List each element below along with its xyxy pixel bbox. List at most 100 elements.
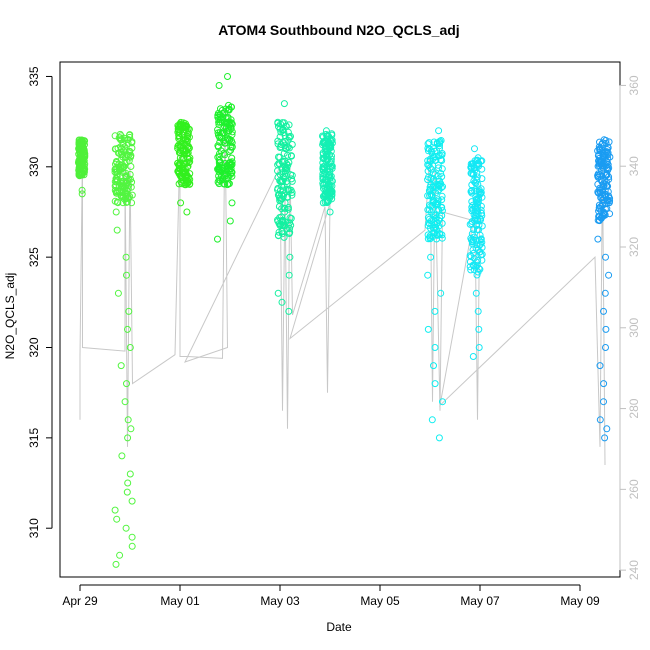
data-point — [468, 240, 476, 248]
data-point — [280, 221, 288, 229]
data-point — [276, 125, 284, 133]
data-point — [123, 158, 131, 166]
series-5 — [274, 100, 296, 315]
data-point — [112, 188, 120, 196]
x-tick-label: May 09 — [560, 594, 600, 608]
data-point — [176, 120, 184, 128]
data-point — [123, 488, 131, 496]
data-point — [216, 166, 224, 174]
data-point — [276, 133, 284, 141]
data-point — [275, 228, 283, 236]
data-point — [112, 560, 120, 568]
data-point — [174, 159, 182, 167]
data-point — [278, 230, 286, 238]
data-point — [80, 146, 88, 154]
data-point — [603, 196, 611, 203]
data-point — [214, 235, 221, 243]
data-point — [224, 115, 232, 122]
data-point — [600, 209, 608, 217]
data-point — [424, 325, 432, 333]
data-point — [473, 176, 481, 184]
data-point — [175, 133, 183, 141]
data-point — [431, 156, 439, 164]
y2-tick-label: 360 — [627, 75, 641, 95]
data-point — [438, 173, 446, 181]
data-point — [128, 138, 136, 146]
data-point — [281, 138, 289, 145]
data-point — [75, 164, 83, 172]
data-point — [600, 380, 608, 388]
data-point — [476, 231, 484, 239]
data-point — [128, 191, 136, 199]
data-point — [278, 298, 286, 306]
data-point — [287, 132, 294, 140]
data-point — [126, 148, 134, 156]
data-point — [125, 307, 133, 315]
data-point — [185, 144, 193, 152]
series-3 — [174, 118, 194, 216]
data-point — [281, 199, 289, 207]
data-point — [596, 184, 604, 192]
data-point — [433, 140, 441, 148]
data-point — [424, 140, 432, 148]
data-point — [274, 289, 282, 297]
data-point — [439, 398, 446, 406]
y2-tick-label: 340 — [627, 156, 641, 176]
data-point — [114, 289, 122, 297]
data-point — [322, 148, 330, 156]
data-point — [602, 344, 609, 351]
data-point — [427, 253, 435, 261]
data-point — [426, 157, 434, 165]
data-point — [599, 150, 607, 158]
data-point — [602, 253, 609, 261]
data-point — [285, 271, 293, 279]
data-point — [227, 161, 235, 169]
data-point — [287, 214, 295, 222]
data-point — [283, 163, 291, 171]
data-point — [602, 182, 610, 190]
data-point — [275, 153, 282, 161]
y-axis-label: N2O_QCLS_adj — [3, 273, 17, 360]
data-point — [324, 188, 332, 196]
data-point — [438, 165, 446, 173]
data-point — [117, 182, 125, 190]
y2-tick-label: 260 — [627, 479, 641, 499]
data-point — [602, 171, 610, 179]
data-point — [427, 165, 435, 173]
data-point — [117, 151, 125, 159]
data-point — [281, 173, 289, 180]
data-point — [122, 189, 130, 197]
data-point — [121, 398, 129, 406]
x-tick-label: May 03 — [260, 594, 300, 608]
data-point — [426, 235, 434, 243]
data-point — [597, 160, 605, 168]
data-point — [78, 186, 86, 194]
y-axis: 310 315 320 325 330 335 — [27, 66, 53, 538]
data-point — [113, 515, 121, 523]
data-point — [287, 152, 295, 160]
data-point — [228, 139, 236, 147]
series-7 — [424, 127, 446, 442]
data-point — [328, 152, 335, 160]
data-point — [122, 169, 130, 177]
x-tick-label: Apr 29 — [62, 594, 98, 608]
data-point — [217, 134, 225, 142]
data-point — [215, 118, 223, 126]
data-point — [277, 143, 285, 151]
data-point — [113, 226, 121, 234]
data-point — [434, 198, 442, 206]
data-point — [288, 189, 296, 196]
data-point — [174, 144, 182, 152]
data-point — [124, 325, 131, 333]
data-point — [597, 203, 605, 210]
data-point — [431, 224, 439, 232]
data-point — [328, 177, 336, 185]
data-point — [215, 82, 223, 89]
data-point — [126, 344, 134, 351]
data-point — [473, 271, 481, 279]
data-point — [429, 169, 437, 177]
data-point — [285, 230, 293, 237]
data-point — [227, 124, 235, 132]
data-point — [438, 231, 446, 239]
data-point — [226, 165, 234, 173]
